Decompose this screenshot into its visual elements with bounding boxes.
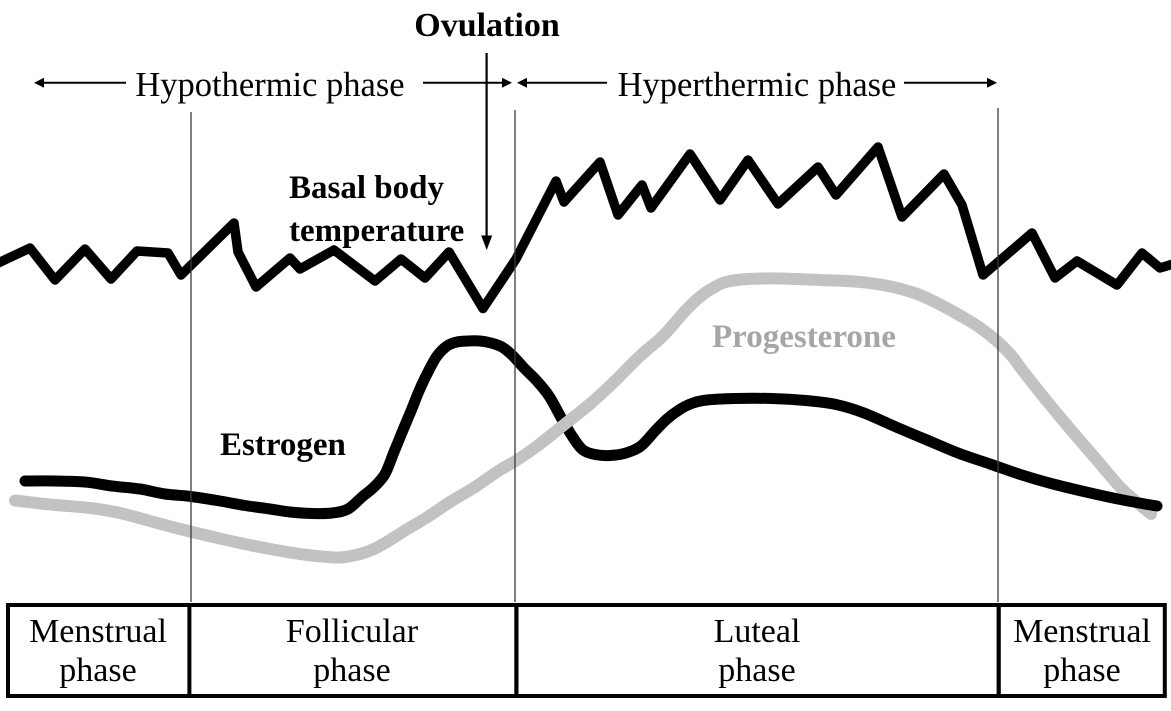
svg-text:Progesterone: Progesterone xyxy=(712,319,896,355)
svg-text:Hyperthermic phase: Hyperthermic phase xyxy=(618,66,897,104)
svg-text:phase: phase xyxy=(1043,652,1120,689)
svg-text:Follicular: Follicular xyxy=(286,613,419,650)
svg-text:Basal body: Basal body xyxy=(289,170,444,206)
svg-text:Luteal: Luteal xyxy=(714,613,801,650)
svg-text:phase: phase xyxy=(59,652,136,689)
svg-text:Menstrual: Menstrual xyxy=(29,613,167,650)
svg-text:Hypothermic phase: Hypothermic phase xyxy=(135,66,404,104)
svg-text:Ovulation: Ovulation xyxy=(414,7,560,44)
svg-text:phase: phase xyxy=(313,652,390,689)
svg-text:Menstrual: Menstrual xyxy=(1013,613,1151,650)
svg-text:Estrogen: Estrogen xyxy=(220,427,346,463)
svg-text:temperature: temperature xyxy=(289,213,464,249)
svg-text:phase: phase xyxy=(718,652,795,689)
